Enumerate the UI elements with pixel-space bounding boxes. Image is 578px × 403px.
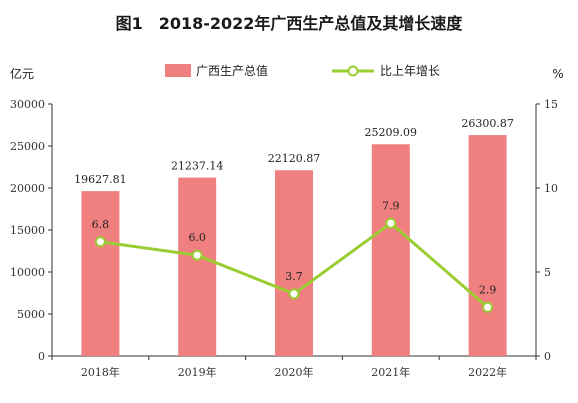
bar-data-label: 25209.09: [365, 126, 418, 139]
chart-title: 图1 2018-2022年广西生产总值及其增长速度: [115, 14, 463, 33]
legend-line-label: 比上年增长: [380, 64, 440, 78]
bar: [178, 177, 217, 356]
line-data-label: 7.9: [382, 199, 400, 212]
line-data-label: 3.7: [285, 270, 303, 283]
line-data-label: 2.9: [479, 283, 497, 296]
x-tick-label: 2019年: [178, 365, 217, 379]
left-tick-label: 25000: [10, 140, 45, 153]
left-tick-label: 5000: [17, 308, 45, 321]
left-axis-unit: 亿元: [10, 66, 34, 81]
left-tick-label: 30000: [10, 98, 45, 111]
line-data-label: 6.0: [188, 231, 206, 244]
left-tick-label: 20000: [10, 182, 45, 195]
x-tick-label: 2018年: [81, 365, 120, 379]
bar-data-label: 26300.87: [461, 117, 514, 130]
bar: [468, 135, 507, 356]
bar-data-label: 21237.14: [171, 160, 224, 173]
line-point: [288, 288, 300, 300]
legend-bar-swatch: [165, 64, 191, 77]
x-tick-label: 2020年: [275, 365, 314, 379]
bar-data-label: 22120.87: [268, 152, 321, 165]
bar: [371, 144, 410, 356]
x-tick-label: 2022年: [468, 365, 507, 379]
legend-bar-label: 广西生产总值: [196, 63, 268, 78]
left-tick-label: 10000: [10, 266, 45, 279]
line-point: [482, 301, 494, 313]
right-tick-label: 10: [544, 182, 558, 195]
right-tick-label: 5: [544, 266, 551, 279]
left-tick-label: 15000: [10, 224, 45, 237]
right-tick-label: 15: [544, 98, 558, 111]
line-data-label: 6.8: [92, 218, 110, 231]
right-axis-unit: %: [552, 67, 563, 81]
line-point: [191, 249, 203, 261]
legend-line-marker: [347, 65, 359, 77]
bar: [275, 170, 313, 356]
right-tick-label: 0: [544, 350, 551, 363]
left-tick-label: 0: [38, 350, 45, 363]
line-point: [94, 236, 106, 248]
bar-data-label: 19627.81: [74, 173, 127, 186]
x-tick-label: 2021年: [371, 365, 410, 379]
line-point: [385, 217, 397, 229]
bar: [81, 191, 120, 356]
